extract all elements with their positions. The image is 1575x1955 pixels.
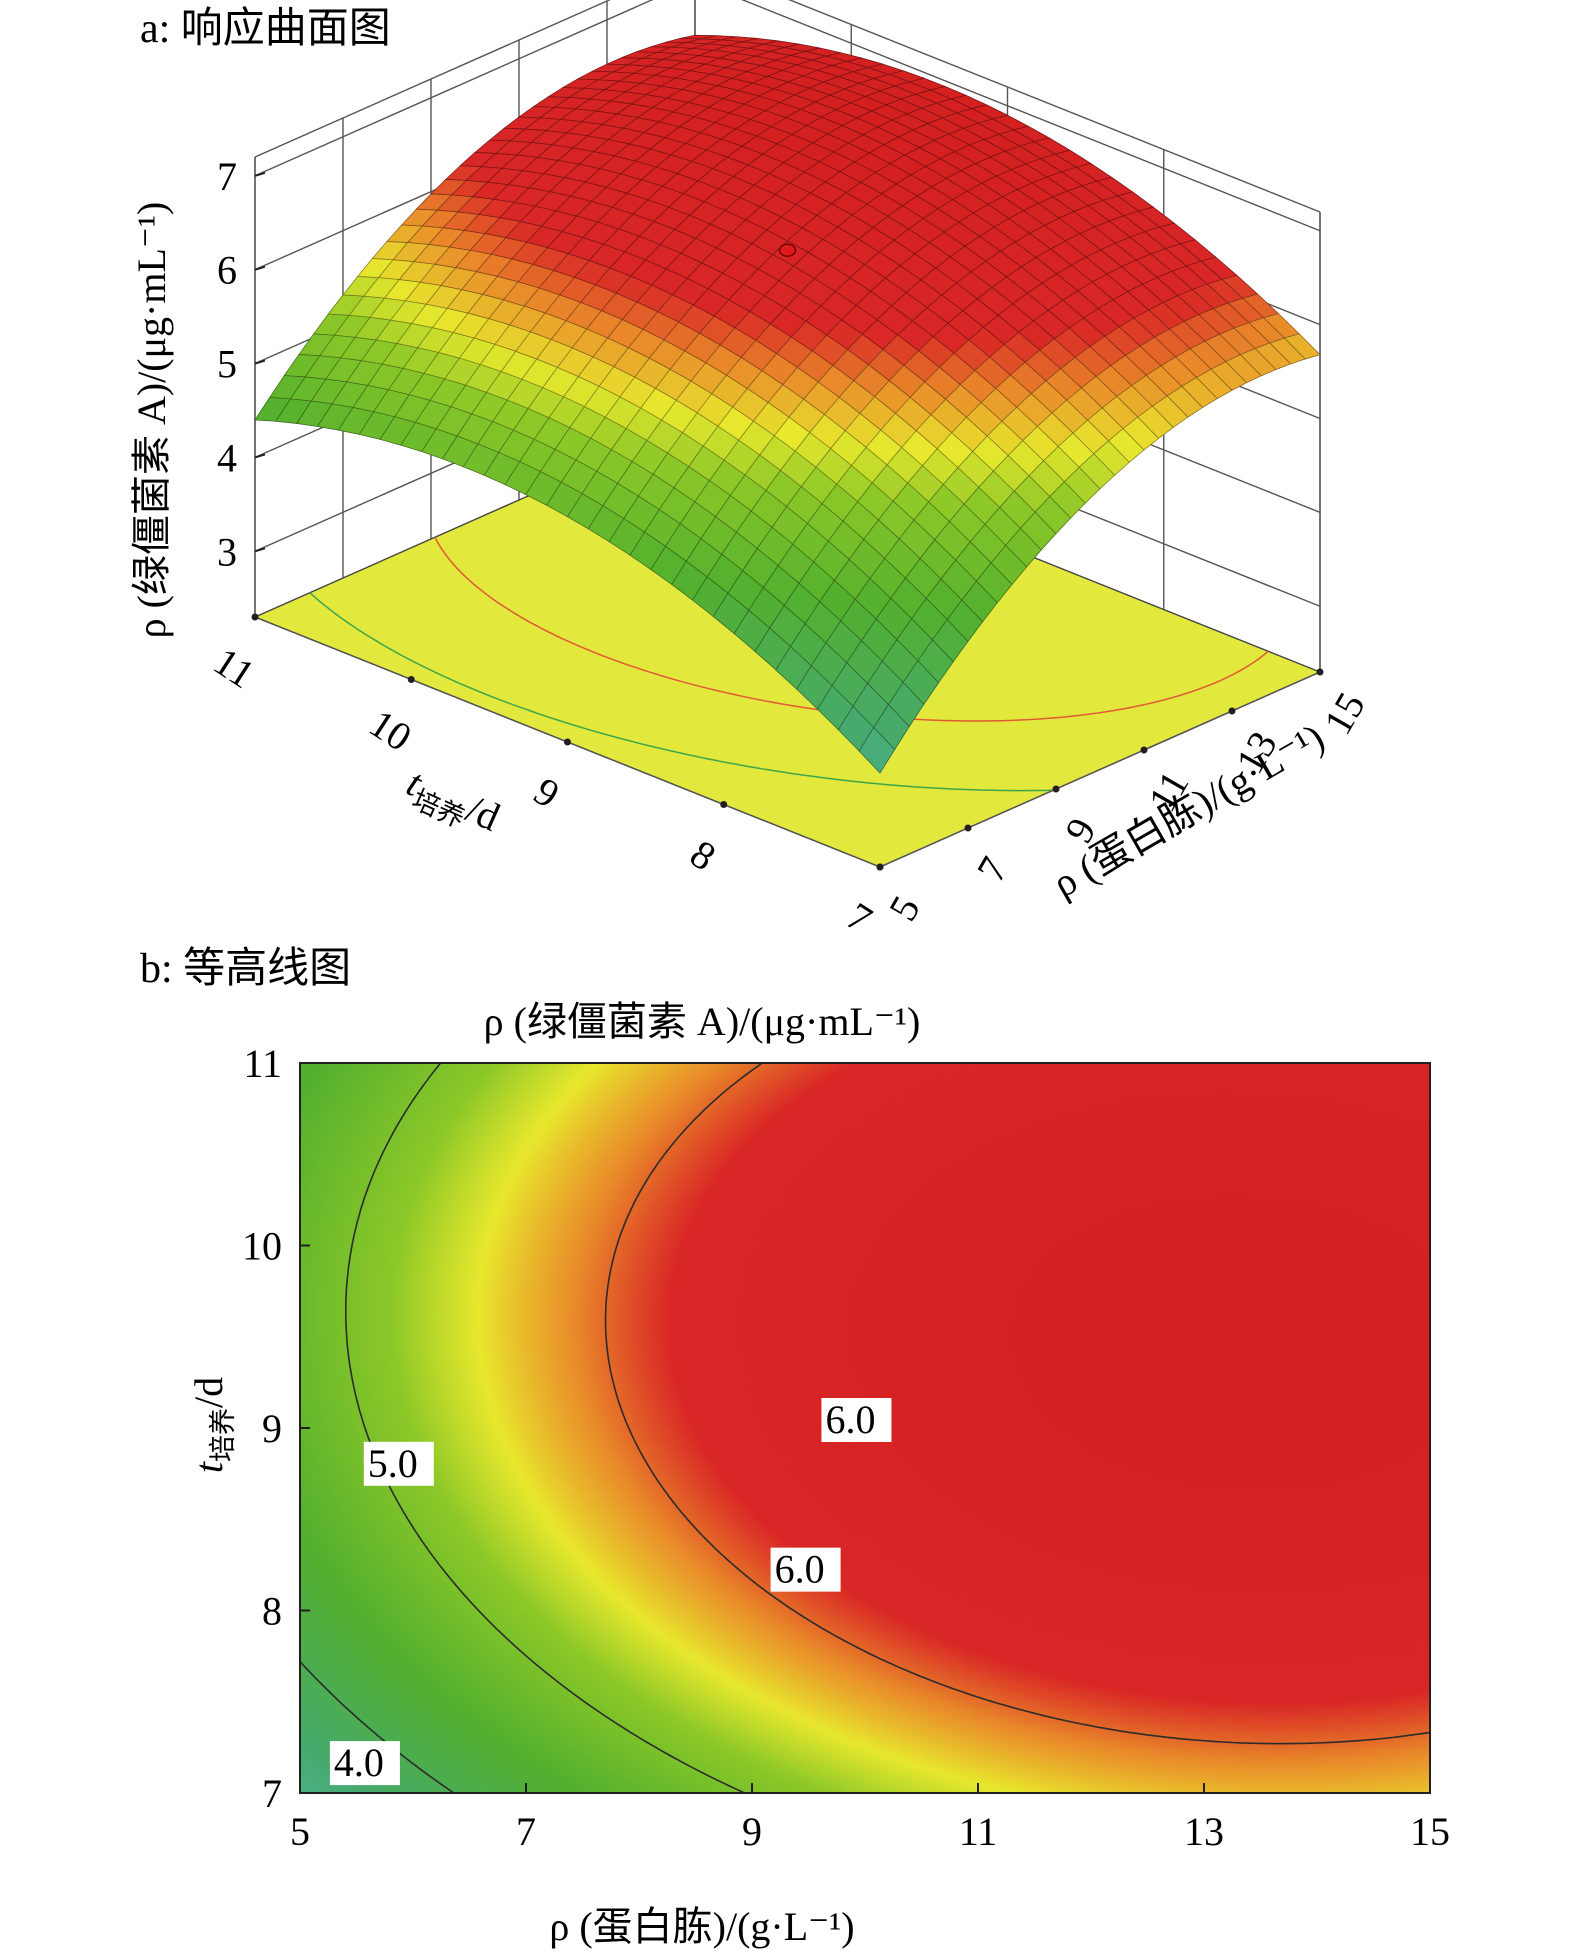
y-tick-label: 9 xyxy=(262,1406,282,1451)
design-point-marker xyxy=(778,243,797,257)
x-tick-label: 11 xyxy=(959,1809,998,1854)
z-tick-mark xyxy=(254,359,266,365)
x-tick-label: 13 xyxy=(1184,1809,1224,1854)
x-tick-label: 15 xyxy=(1410,1809,1450,1854)
y-tick-label: 11 xyxy=(206,638,263,697)
x-tick-mark xyxy=(1052,785,1060,793)
panel-b-contour-plot: b: 等高线图 ρ (绿僵菌素 A)/(μg·mL⁻¹) 5 7 9 11 13 1578… xyxy=(140,946,1450,1949)
z-tick-mark xyxy=(254,547,266,553)
x-tick-label: 5 xyxy=(880,888,929,928)
x-tick-mark xyxy=(1228,707,1236,715)
z-tick-label: 5 xyxy=(217,342,237,387)
contour-label-box xyxy=(770,1547,841,1592)
y-tick-mark xyxy=(720,801,728,808)
surface-z-axis-label: ρ (绿僵菌素 A)/(μg·mL⁻¹) xyxy=(129,202,174,639)
box-edge xyxy=(788,0,1321,213)
y-tick-label: 8 xyxy=(682,831,723,880)
y-tick-label: 7 xyxy=(262,1771,282,1816)
contour-label: 5.0 xyxy=(368,1441,418,1486)
contour-labels: 4.0 5.0 6.0 6.0 xyxy=(329,1397,892,1786)
grid-line xyxy=(254,0,654,177)
floor-contour-line xyxy=(309,592,1054,792)
z-tick-label: 6 xyxy=(217,248,237,293)
z-tick-label: 4 xyxy=(217,435,237,480)
contour-label-box xyxy=(329,1741,400,1786)
x-tick-label: 5 xyxy=(290,1809,310,1854)
z-tick-mark xyxy=(254,453,266,459)
contour-y-axis-label: t培养/d xyxy=(186,1377,238,1473)
contour-plot-title: ρ (绿僵菌素 A)/(μg·mL⁻¹) xyxy=(484,999,921,1044)
contour-label: 4.0 xyxy=(334,1740,384,1785)
panel-b-title: b: 等高线图 xyxy=(140,946,351,992)
y-tick-label: 8 xyxy=(262,1589,282,1634)
contour-label-box xyxy=(821,1398,892,1442)
contour-x-axis-label: ρ (蛋白胨)/(g·L⁻¹) xyxy=(549,1904,854,1949)
y-tick-mark xyxy=(407,676,415,683)
contour-line xyxy=(604,1062,1431,1745)
x-tick-mark xyxy=(964,824,972,832)
contour-label: 6.0 xyxy=(775,1547,825,1592)
x-tick-label: 15 xyxy=(1315,685,1374,742)
y-tick-mark xyxy=(251,613,259,621)
panel-a-title: a: 响应曲面图 xyxy=(140,5,391,52)
y-tick-label: 11 xyxy=(243,1041,282,1086)
y-tick-label: 9 xyxy=(526,768,567,817)
surface-y-axis-label: t培养/d xyxy=(398,760,507,847)
contour-label: 6.0 xyxy=(825,1397,875,1442)
y-tick-label: 7 xyxy=(839,893,880,942)
z-tick-mark xyxy=(254,171,266,177)
x-tick-label: 7 xyxy=(516,1809,536,1854)
surface-cell xyxy=(1283,333,1321,360)
y-tick-mark xyxy=(564,738,571,746)
surface-y-axis-label-tail: /d xyxy=(460,786,507,840)
z-tick-label: 7 xyxy=(217,154,237,199)
x-tick-mark xyxy=(1140,746,1148,754)
x-tick-label: 9 xyxy=(742,1809,762,1854)
y-tick-label: 10 xyxy=(362,700,420,760)
contour-label-box xyxy=(363,1441,434,1486)
box-edge xyxy=(879,671,1321,868)
z-tick-mark xyxy=(254,265,266,271)
x-tick-label: 7 xyxy=(968,849,1017,889)
grid-line xyxy=(741,0,1321,232)
x-tick-mark xyxy=(876,863,884,871)
box-edge xyxy=(254,0,611,158)
y-tick-label: 10 xyxy=(242,1224,282,1269)
x-tick-mark xyxy=(1316,668,1324,676)
z-tick-label: 3 xyxy=(217,529,237,574)
response-surface xyxy=(254,34,1321,774)
